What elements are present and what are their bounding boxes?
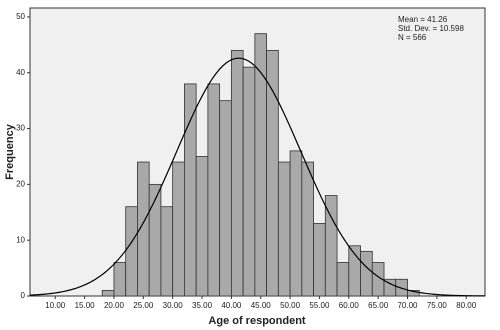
y-tick-label: 20 [16, 179, 25, 188]
bar [184, 83, 197, 297]
bar [360, 250, 373, 297]
x-tick-label: 10.00 [45, 301, 66, 310]
bar [230, 50, 244, 297]
bar [113, 262, 127, 297]
bar [266, 50, 279, 297]
x-tick-label: 70.00 [397, 301, 418, 310]
bar [301, 161, 314, 297]
y-tick-label: 50 [16, 12, 25, 21]
bar [289, 150, 303, 297]
bar [195, 156, 209, 297]
bar [219, 100, 232, 297]
x-tick-label: 65.00 [368, 301, 389, 310]
x-tick-label: 25.00 [133, 301, 154, 310]
bar [313, 223, 326, 297]
x-tick-label: 80.00 [456, 301, 477, 310]
stats-value: 41.26 [427, 15, 448, 24]
bar [277, 161, 291, 297]
stats-text: Std. Dev. = 10.598 [398, 24, 464, 33]
stats-label: N = [398, 33, 413, 42]
x-tick-label: 30.00 [163, 301, 184, 310]
x-axis-title: Age of respondent [208, 315, 306, 327]
y-tick-label: 10 [16, 235, 25, 244]
bar [324, 195, 338, 297]
y-axis-title: Frequency [4, 123, 16, 180]
y-tick-label: 0 [21, 291, 26, 300]
x-tick-label: 35.00 [192, 301, 213, 310]
stats-label: Std. Dev. = [398, 24, 439, 33]
stats-text: Mean = 41.26 [398, 15, 448, 24]
bar [336, 262, 350, 297]
bar [101, 290, 115, 297]
y-tick-label: 40 [16, 68, 25, 77]
x-tick-label: 75.00 [427, 301, 448, 310]
x-tick-label: 50.00 [280, 301, 301, 310]
x-tick-label: 55.00 [309, 301, 330, 310]
bar [395, 278, 408, 297]
stats-label: Mean = [398, 15, 427, 24]
bar [242, 66, 256, 297]
x-tick-label: 15.00 [75, 301, 96, 310]
stats-value: 10.598 [439, 24, 464, 33]
stats-text: N = 566 [398, 33, 427, 42]
normal-curve [29, 57, 486, 297]
x-tick-label: 45.00 [251, 301, 272, 310]
x-tick-label: 40.00 [221, 301, 242, 310]
bar [125, 206, 138, 297]
x-tick-label: 20.00 [104, 301, 125, 310]
y-tick-label: 30 [16, 124, 25, 133]
bar [172, 161, 185, 297]
x-tick-label: 60.00 [339, 301, 360, 310]
bar [160, 206, 174, 297]
bar [407, 290, 420, 297]
bar [207, 83, 221, 297]
stats-value: 566 [413, 33, 427, 42]
